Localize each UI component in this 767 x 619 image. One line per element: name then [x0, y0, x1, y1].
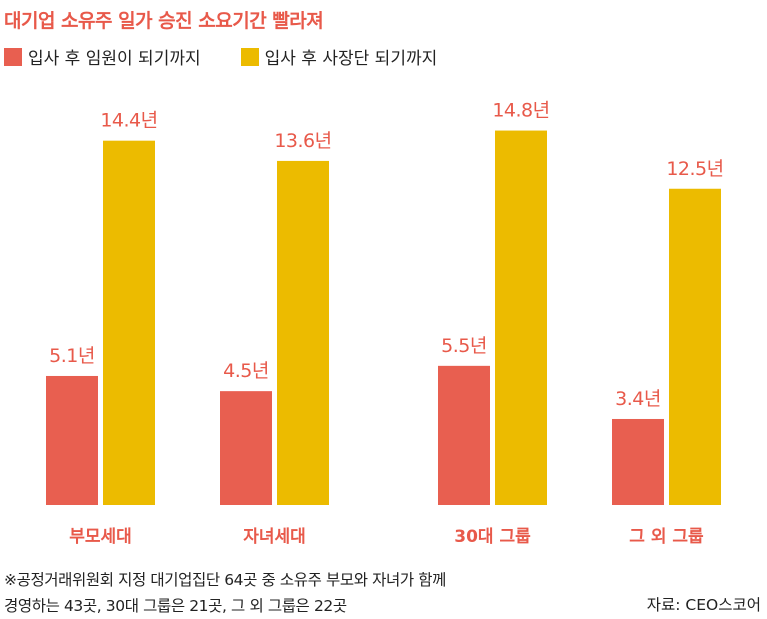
value-label-president-0: 14.4년 [100, 110, 157, 132]
footnote: ※공정거래위원회 지정 대기업집단 64곳 중 소유주 부모와 자녀가 함께 경… [4, 567, 446, 619]
bar-president-1 [277, 160, 329, 506]
bar-executive-1 [220, 391, 272, 505]
chart-legend: 입사 후 임원이 되기까지 입사 후 사장단 되기까지 [4, 44, 477, 69]
category-label-3: 그 외 그룹 [629, 527, 704, 547]
value-label-executive-2: 5.5년 [441, 335, 487, 357]
footnote-line-2: 경영하는 43곳, 30대 그룹은 21곳, 그 외 그룹은 22곳 [4, 597, 347, 615]
legend-label-president: 입사 후 사장단 되기까지 [264, 49, 438, 69]
value-label-executive-3: 3.4년 [615, 388, 661, 410]
source-credit: 자료: CEO스코어 [646, 596, 761, 614]
bar-president-0 [103, 140, 155, 505]
bar-president-3 [669, 188, 721, 505]
category-label-0: 부모세대 [69, 527, 132, 547]
bar-executive-3 [612, 418, 664, 505]
value-label-executive-0: 5.1년 [49, 345, 95, 367]
chart-title: 대기업 소유주 일가 승진 소요기간 빨라져 [4, 10, 324, 32]
footnote-line-1: ※공정거래위원회 지정 대기업집단 64곳 중 소유주 부모와 자녀가 함께 [4, 571, 446, 589]
value-label-executive-1: 4.5년 [223, 360, 269, 382]
legend-item-president: 입사 후 사장단 되기까지 [240, 44, 438, 69]
category-label-1: 자녀세대 [243, 527, 306, 547]
legend-swatch-president [240, 47, 259, 66]
bar-executive-0 [46, 375, 98, 505]
value-label-president-2: 14.8년 [492, 100, 549, 122]
legend-item-executive: 입사 후 임원이 되기까지 [4, 44, 201, 69]
value-label-president-1: 13.6년 [274, 130, 331, 152]
legend-label-executive: 입사 후 임원이 되기까지 [28, 49, 201, 69]
legend-swatch-executive [4, 47, 22, 66]
bar-president-2 [495, 130, 547, 505]
bar-executive-2 [438, 365, 490, 505]
category-label-2: 30대 그룹 [454, 527, 531, 547]
value-label-president-3: 12.5년 [666, 158, 723, 180]
